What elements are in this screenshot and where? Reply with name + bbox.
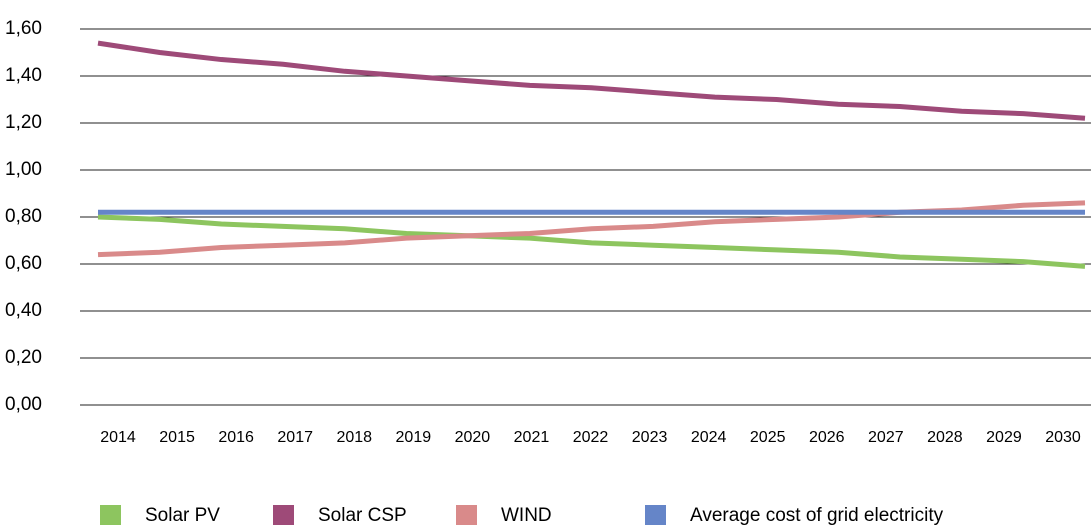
x-tick-label: 2022 [573, 429, 609, 446]
legend-swatch [645, 505, 666, 525]
legend-swatch [100, 505, 121, 525]
legend-swatch [456, 505, 477, 525]
x-tick-label: 2015 [159, 429, 195, 446]
x-tick-label: 2020 [455, 429, 491, 446]
series-line [97, 214, 1086, 269]
y-tick-label: 0,40 [5, 300, 42, 321]
series-line [97, 40, 1086, 121]
x-tick-label: 2019 [396, 429, 432, 446]
y-tick-label: 0,80 [5, 206, 42, 227]
legend-swatch [273, 505, 294, 525]
x-tick-label: 2017 [277, 429, 313, 446]
x-tick-label: 2021 [514, 429, 550, 446]
x-tick-label: 2025 [750, 429, 786, 446]
x-tick-label: 2014 [100, 429, 136, 446]
x-tick-label: 2023 [632, 429, 668, 446]
legend-label: Solar CSP [318, 505, 407, 525]
y-tick-label: 0,00 [5, 394, 42, 415]
x-tick-label: 2029 [986, 429, 1022, 446]
x-tick-label: 2016 [218, 429, 254, 446]
x-tick-label: 2030 [1045, 429, 1081, 446]
y-tick-label: 1,40 [5, 65, 42, 86]
x-tick-label: 2026 [809, 429, 845, 446]
y-tick-label: 1,00 [5, 159, 42, 180]
legend-label: Solar PV [145, 505, 220, 525]
x-tick-label: 2018 [336, 429, 372, 446]
legend-label: WIND [501, 505, 552, 525]
y-tick-label: 1,60 [5, 18, 42, 39]
legend-label: Average cost of grid electricity [690, 505, 944, 525]
x-tick-label: 2024 [691, 429, 727, 446]
x-tick-label: 2028 [927, 429, 963, 446]
y-tick-label: 0,20 [5, 347, 42, 368]
y-tick-label: 1,20 [5, 112, 42, 133]
y-tick-label: 0,60 [5, 253, 42, 274]
x-tick-label: 2027 [868, 429, 904, 446]
